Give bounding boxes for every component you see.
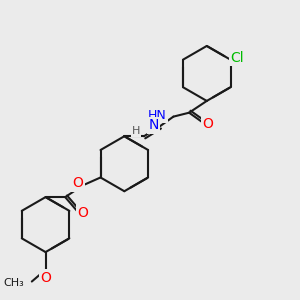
Text: O: O bbox=[202, 118, 213, 131]
Text: O: O bbox=[40, 271, 51, 285]
Text: CH₃: CH₃ bbox=[3, 278, 24, 289]
Text: HN: HN bbox=[148, 109, 167, 122]
Text: O: O bbox=[77, 206, 88, 220]
Text: H: H bbox=[132, 126, 140, 136]
Text: N: N bbox=[148, 118, 159, 133]
Text: Cl: Cl bbox=[231, 51, 244, 65]
Text: O: O bbox=[73, 176, 83, 190]
